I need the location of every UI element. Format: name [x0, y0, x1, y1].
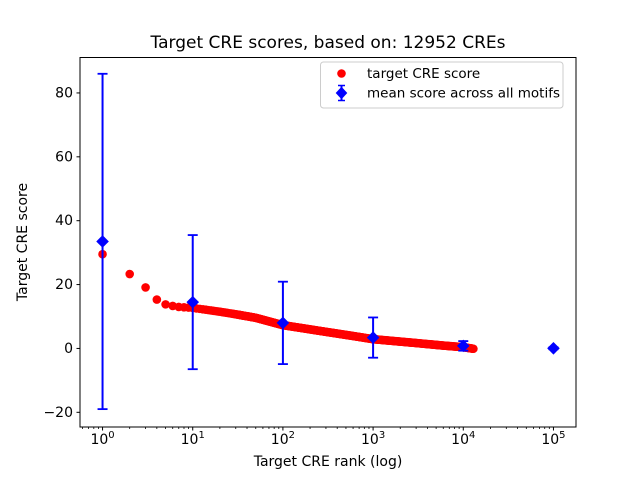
- x-tick-label: 104: [451, 430, 475, 448]
- x-axis-label: Target CRE rank (log): [253, 454, 403, 470]
- y-tick-label: 40: [55, 213, 73, 229]
- legend: target CRE score mean score across all m…: [320, 61, 564, 109]
- target-score-point: [152, 295, 162, 304]
- mean-score-diamond: [456, 339, 470, 353]
- target-score-point: [141, 283, 150, 292]
- mean-score-diamond: [96, 235, 109, 248]
- y-tick-label: 20: [55, 277, 73, 293]
- y-tick-label: 80: [55, 85, 73, 101]
- x-tick-label: 100: [90, 430, 114, 448]
- target-score-point: [125, 269, 134, 279]
- legend-label-target: target CRE score: [367, 66, 480, 82]
- mean-score-diamond: [276, 316, 290, 330]
- y-tick-label: 60: [55, 149, 73, 165]
- target-score-point: [469, 344, 478, 354]
- legend-marker-target-circle: [337, 69, 346, 78]
- y-tick-label: −20: [43, 405, 73, 421]
- plot-area: 100 101 102 103 104 105 −20 0 20 40 60 80: [43, 57, 577, 448]
- x-tick-label: 102: [271, 430, 295, 448]
- target-score-point: [161, 300, 170, 309]
- x-tick-label: 103: [361, 430, 385, 448]
- y-tick-label: 0: [64, 341, 73, 357]
- mean-score-diamond: [366, 331, 380, 344]
- y-axis-label: Target CRE score: [15, 183, 31, 302]
- axes-spines: [79, 57, 577, 428]
- mean-score-diamond: [547, 341, 560, 355]
- legend-marker-mean-diamond: [335, 86, 348, 100]
- legend-label-mean: mean score across all motifs: [367, 86, 560, 102]
- x-tick-label: 105: [541, 430, 565, 448]
- mean-score-diamond: [186, 295, 200, 309]
- chart-title: Target CRE scores, based on: 12952 CREs: [150, 33, 506, 53]
- legend-box: [320, 61, 564, 109]
- x-tick-label: 101: [181, 430, 205, 448]
